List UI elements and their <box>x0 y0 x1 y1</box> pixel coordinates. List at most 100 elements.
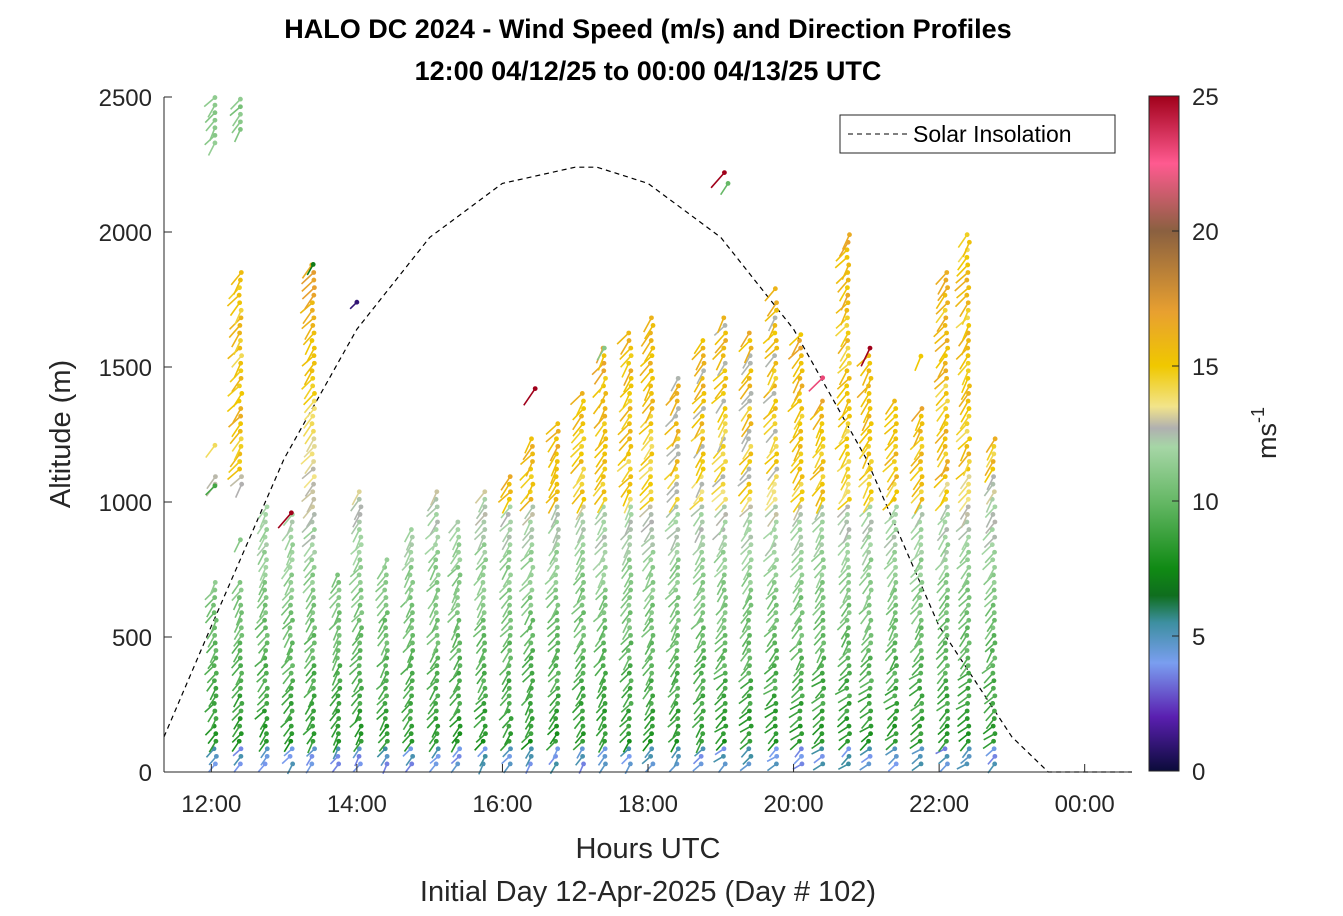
wind-barb-head <box>944 731 950 737</box>
wind-barb-head <box>288 693 294 699</box>
wind-barb-head <box>529 527 535 532</box>
wind-barb <box>499 519 513 532</box>
wind-barb <box>258 557 269 573</box>
wind-barb-head <box>480 617 486 623</box>
wind-barb-head <box>992 753 998 759</box>
wind-barb <box>476 564 487 581</box>
wind-barb-head <box>457 731 463 737</box>
wind-barb-head <box>892 640 898 646</box>
wind-barb-head <box>628 443 634 449</box>
wind-barb-head <box>773 406 778 411</box>
wind-barb-head <box>746 466 752 472</box>
wind-barb-head <box>481 564 487 570</box>
wind-barb-head <box>238 753 244 759</box>
wind-barb <box>501 678 512 693</box>
wind-barb-head <box>846 602 852 608</box>
wind-barb-head <box>966 753 972 759</box>
wind-barb <box>227 466 243 481</box>
wind-barb-head <box>264 504 270 510</box>
wind-barb-head <box>527 595 533 600</box>
wind-barb-head <box>747 360 753 366</box>
wind-barb-head <box>627 391 632 396</box>
wind-barb <box>502 723 512 739</box>
wind-barb-head <box>262 587 268 593</box>
wind-barb-head <box>213 738 219 744</box>
wind-barb-head <box>893 602 899 608</box>
wind-barb <box>379 663 389 679</box>
wind-barb-head <box>797 519 802 525</box>
wind-barb-shaft <box>304 430 315 445</box>
wind-barb-head <box>701 625 706 631</box>
wind-barb <box>281 595 294 609</box>
wind-barb-head <box>602 428 608 434</box>
wind-barb <box>207 655 219 670</box>
wind-barb-head <box>237 693 243 699</box>
wind-barb-head <box>844 685 850 691</box>
wind-barb-head <box>603 436 609 442</box>
wind-barb <box>231 663 244 677</box>
wind-barb <box>207 731 219 745</box>
wind-barb-head <box>799 632 805 638</box>
wind-barb <box>228 459 243 474</box>
wind-barb-head <box>966 413 972 419</box>
wind-barb-head <box>628 632 633 638</box>
wind-barb-head <box>482 489 488 495</box>
wind-barb-head <box>990 685 996 691</box>
wind-barb-head <box>847 731 852 737</box>
wind-barb-head <box>211 610 217 616</box>
wind-barb <box>473 716 486 729</box>
wind-barb-head <box>626 655 632 661</box>
wind-barb-head <box>774 474 779 480</box>
wind-barb-head <box>456 534 462 540</box>
wind-barb-head <box>722 360 728 366</box>
wind-barb <box>259 527 270 543</box>
wind-barb-head <box>289 708 295 714</box>
wind-barb <box>301 375 316 390</box>
wind-barb-head <box>237 716 243 721</box>
wind-barb-head <box>382 701 388 706</box>
wind-barb-head <box>846 375 852 381</box>
wind-barb-head <box>773 512 779 517</box>
wind-barb-shaft <box>233 446 242 461</box>
wind-barb-head <box>580 557 586 563</box>
wind-barb <box>303 542 315 557</box>
wind-barb-head <box>336 580 342 585</box>
wind-barb-head <box>409 625 414 631</box>
colorbar-tick-label: 0 <box>1192 759 1205 786</box>
wind-barb-head <box>772 286 778 292</box>
wind-barb <box>378 610 390 624</box>
wind-barb-head <box>580 753 586 759</box>
wind-barb-head <box>508 625 514 631</box>
wind-barb-head <box>773 731 779 737</box>
wind-barb-shaft <box>302 309 314 325</box>
wind-barb-head <box>917 738 923 744</box>
wind-barb-head <box>700 580 706 585</box>
wind-barb <box>233 625 244 641</box>
wind-barb-shaft <box>525 483 534 499</box>
wind-barb <box>230 96 243 110</box>
wind-barb-head <box>288 602 293 608</box>
wind-barb-head <box>648 753 654 759</box>
wind-barb-head <box>722 519 728 525</box>
wind-barb-head <box>723 428 728 434</box>
wind-barb <box>303 406 317 421</box>
wind-barb <box>302 421 315 437</box>
wind-barb-head <box>698 753 704 759</box>
wind-barb <box>353 738 364 753</box>
wind-barb <box>350 610 365 623</box>
wind-barb-head <box>579 489 585 495</box>
wind-barb-head <box>819 466 825 472</box>
wind-barb-head <box>847 693 852 699</box>
wind-barb-head <box>433 527 439 532</box>
wind-barb-head <box>239 610 244 616</box>
wind-barb-head <box>799 610 805 616</box>
wind-barb-head <box>819 587 825 593</box>
wind-barb-head <box>264 542 269 548</box>
wind-barb-head <box>820 557 826 563</box>
wind-barb-head <box>581 406 587 411</box>
wind-barb-head <box>820 489 826 495</box>
wind-barb-head <box>310 375 316 381</box>
wind-barb <box>429 602 439 618</box>
wind-barb-shaft <box>226 294 240 307</box>
